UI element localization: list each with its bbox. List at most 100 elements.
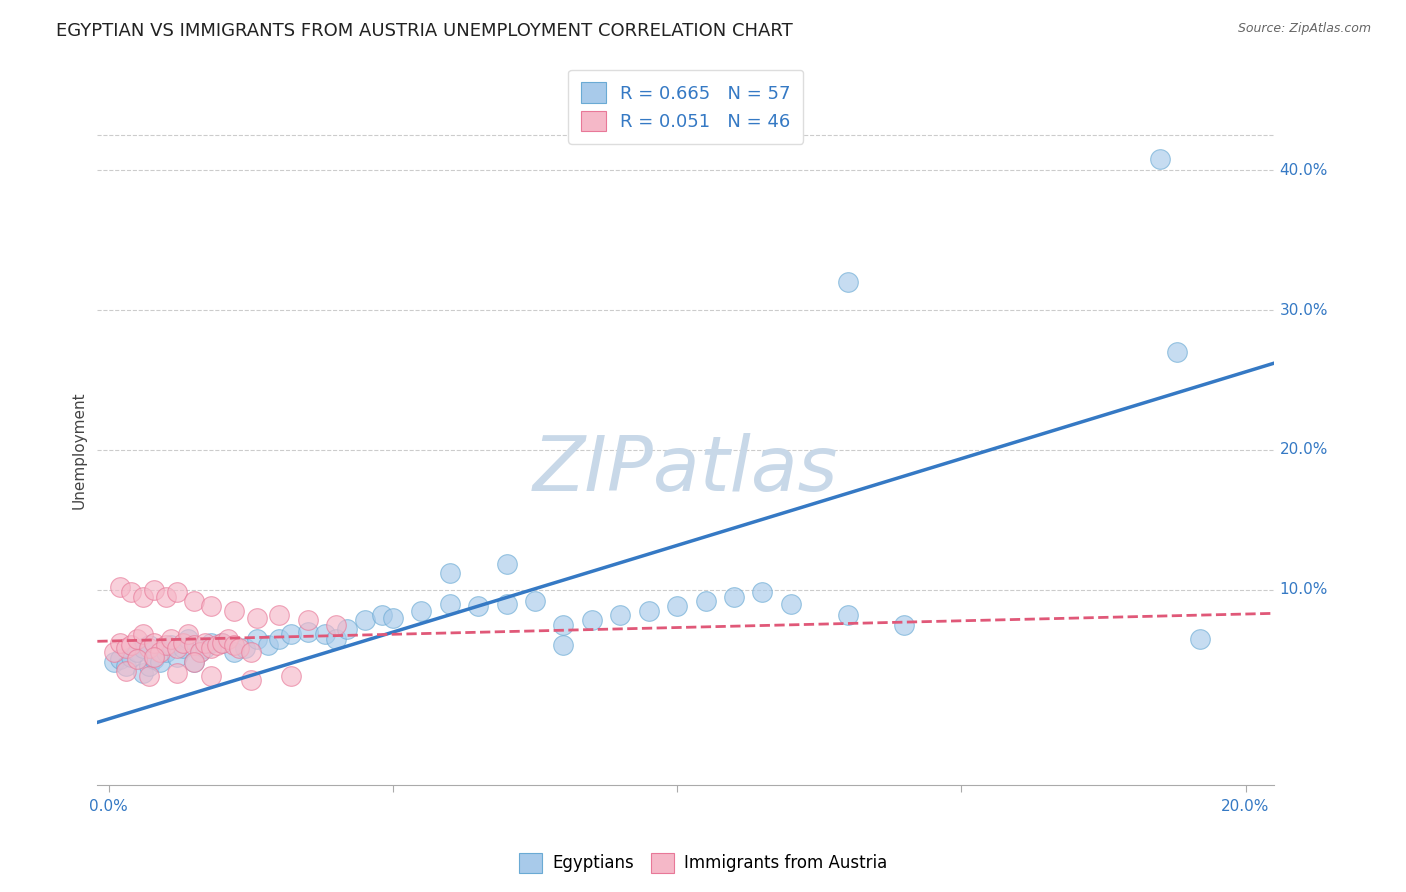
Legend: Egyptians, Immigrants from Austria: Egyptians, Immigrants from Austria (512, 847, 894, 880)
Point (166, 585, 188, 599)
Point (245, 632, 267, 646)
Point (155, 645, 177, 659)
Point (120, 585, 142, 599)
Point (200, 599, 222, 614)
Point (1189, 632, 1212, 646)
Point (269, 607, 291, 622)
Point (245, 610, 267, 624)
Point (1149, 152, 1171, 166)
Point (353, 613, 375, 627)
Point (381, 610, 404, 624)
Point (1166, 345, 1188, 359)
Point (183, 594, 205, 608)
Point (893, 617, 915, 632)
Legend: R = 0.665   N = 57, R = 0.051   N = 46: R = 0.665 N = 57, R = 0.051 N = 46 (568, 70, 803, 144)
Point (211, 636, 233, 650)
Point (553, 617, 575, 632)
Point (172, 641, 194, 656)
Point (132, 641, 155, 656)
Point (194, 641, 217, 656)
Point (166, 666, 188, 681)
Point (325, 632, 347, 646)
Point (127, 652, 149, 666)
Point (524, 594, 547, 608)
Point (257, 639, 280, 653)
Point (439, 597, 461, 611)
Point (581, 613, 603, 627)
Point (149, 645, 172, 659)
Point (495, 558, 517, 572)
Point (837, 607, 859, 622)
Point (723, 590, 745, 604)
Point (132, 627, 155, 641)
Point (114, 641, 136, 656)
Point (132, 666, 155, 681)
Point (222, 645, 245, 659)
Point (779, 597, 801, 611)
Point (103, 645, 125, 659)
Point (325, 617, 347, 632)
Point (233, 641, 256, 656)
Point (160, 639, 183, 653)
Point (666, 599, 689, 614)
Point (200, 669, 222, 683)
Point (439, 566, 461, 580)
Point (370, 607, 392, 622)
Point (211, 636, 233, 650)
Point (138, 641, 160, 656)
Text: 0.0%: 0.0% (90, 799, 128, 814)
Point (127, 632, 149, 646)
Point (200, 641, 222, 656)
Point (155, 590, 177, 604)
Point (127, 645, 149, 659)
Point (143, 636, 166, 650)
Point (138, 669, 160, 683)
Point (751, 585, 773, 599)
Point (120, 649, 142, 664)
Point (143, 649, 166, 664)
Point (314, 627, 336, 641)
Point (222, 603, 245, 617)
Point (269, 632, 291, 646)
Point (495, 597, 517, 611)
Point (609, 607, 631, 622)
Point (177, 632, 200, 646)
Text: 20.0%: 20.0% (1222, 799, 1270, 814)
Point (239, 645, 262, 659)
Point (188, 645, 211, 659)
Point (108, 636, 131, 650)
Point (217, 632, 239, 646)
Point (138, 659, 160, 673)
Point (222, 639, 245, 653)
Point (200, 636, 222, 650)
Text: 10.0%: 10.0% (1279, 582, 1329, 597)
Point (183, 655, 205, 669)
Point (467, 599, 489, 614)
Point (108, 580, 131, 594)
Point (194, 636, 217, 650)
Point (149, 655, 172, 669)
Text: 40.0%: 40.0% (1279, 163, 1329, 178)
Point (336, 622, 359, 636)
Point (114, 659, 136, 673)
Point (120, 639, 142, 653)
Point (188, 645, 211, 659)
Point (205, 639, 228, 653)
Point (228, 641, 250, 656)
Point (108, 652, 131, 666)
Point (177, 627, 200, 641)
Y-axis label: Unemployment: Unemployment (72, 391, 86, 508)
Point (297, 613, 319, 627)
Point (103, 655, 125, 669)
Text: Source: ZipAtlas.com: Source: ZipAtlas.com (1237, 22, 1371, 36)
Text: 30.0%: 30.0% (1279, 302, 1329, 318)
Point (160, 632, 183, 646)
Point (280, 627, 302, 641)
Point (143, 652, 166, 666)
Point (297, 624, 319, 639)
Point (155, 639, 177, 653)
Point (280, 669, 302, 683)
Point (183, 639, 205, 653)
Text: EGYPTIAN VS IMMIGRANTS FROM AUSTRIA UNEMPLOYMENT CORRELATION CHART: EGYPTIAN VS IMMIGRANTS FROM AUSTRIA UNEM… (56, 22, 793, 40)
Point (143, 582, 166, 597)
